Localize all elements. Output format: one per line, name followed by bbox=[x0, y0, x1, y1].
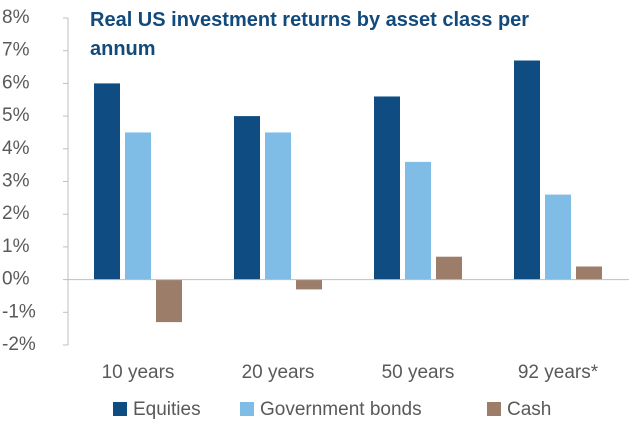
y-tick-label: -2% bbox=[2, 334, 36, 355]
legend-label: Cash bbox=[507, 399, 551, 420]
x-tick-label: 10 years bbox=[102, 362, 175, 383]
bar bbox=[94, 83, 120, 280]
bar bbox=[265, 132, 291, 280]
y-tick-label: 3% bbox=[2, 171, 30, 192]
y-tick-label: 6% bbox=[2, 72, 30, 93]
bar bbox=[545, 194, 571, 280]
y-tick-label: 4% bbox=[2, 138, 30, 159]
x-tick-label: 20 years bbox=[242, 362, 315, 383]
bar bbox=[436, 256, 462, 280]
bar bbox=[514, 60, 540, 280]
bar bbox=[156, 279, 182, 323]
y-tick-label: 0% bbox=[2, 269, 30, 290]
x-tick-label: 50 years bbox=[382, 362, 455, 383]
bar bbox=[296, 279, 322, 290]
y-tick-label: 5% bbox=[2, 105, 30, 126]
bar bbox=[576, 266, 602, 280]
y-tick-label: 8% bbox=[2, 7, 30, 28]
legend-swatch bbox=[240, 402, 254, 416]
bar bbox=[125, 132, 151, 280]
legend-swatch bbox=[487, 402, 501, 416]
bar bbox=[405, 161, 431, 280]
x-tick-label: 92 years* bbox=[518, 362, 599, 383]
legend-label: Equities bbox=[133, 399, 201, 420]
legend-label: Government bonds bbox=[260, 399, 422, 420]
bar bbox=[374, 96, 400, 280]
y-tick-label: 1% bbox=[2, 236, 30, 257]
y-tick-label: -1% bbox=[2, 301, 36, 322]
y-tick-label: 7% bbox=[2, 40, 30, 61]
chart-title: Real US investment returns by asset clas… bbox=[90, 9, 530, 60]
y-tick-label: 2% bbox=[2, 203, 30, 224]
bar bbox=[234, 116, 260, 280]
legend-swatch bbox=[113, 402, 127, 416]
